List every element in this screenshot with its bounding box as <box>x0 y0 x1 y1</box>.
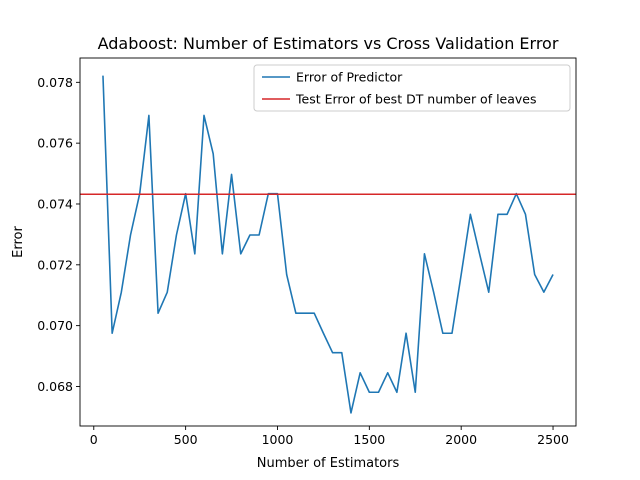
legend: Error of Predictor Test Error of best DT … <box>253 64 571 112</box>
y-tick-label: 0.076 <box>37 136 73 151</box>
y-tick-label: 0.072 <box>37 257 73 272</box>
chart-title: Adaboost: Number of Estimators vs Cross … <box>98 34 559 53</box>
legend-entry-label: Test Error of best DT number of leaves <box>295 92 537 107</box>
legend-entry-label: Error of Predictor <box>296 70 403 85</box>
x-tick-label: 2500 <box>537 432 569 447</box>
axes-frame <box>79 57 577 427</box>
plot-area: 0 500 1000 1500 2000 2500 0.068 0.070 0.072 0.074… <box>37 57 577 447</box>
y-tick-label: 0.068 <box>37 379 73 394</box>
y-tick-label: 0.070 <box>37 318 73 333</box>
legend-box <box>253 64 571 112</box>
y-tick-label: 0.078 <box>37 75 73 90</box>
x-tick-label: 500 <box>174 432 198 447</box>
x-tick-label: 1500 <box>353 432 385 447</box>
x-axis-label: Number of Estimators <box>257 456 400 471</box>
series-line-error-of-predictor <box>102 75 554 414</box>
x-tick-label: 1000 <box>262 432 294 447</box>
x-tick-label: 0 <box>90 432 98 447</box>
y-axis-label: Error <box>11 226 26 258</box>
y-tick-label: 0.074 <box>37 196 73 211</box>
x-tick-label: 2000 <box>445 432 477 447</box>
